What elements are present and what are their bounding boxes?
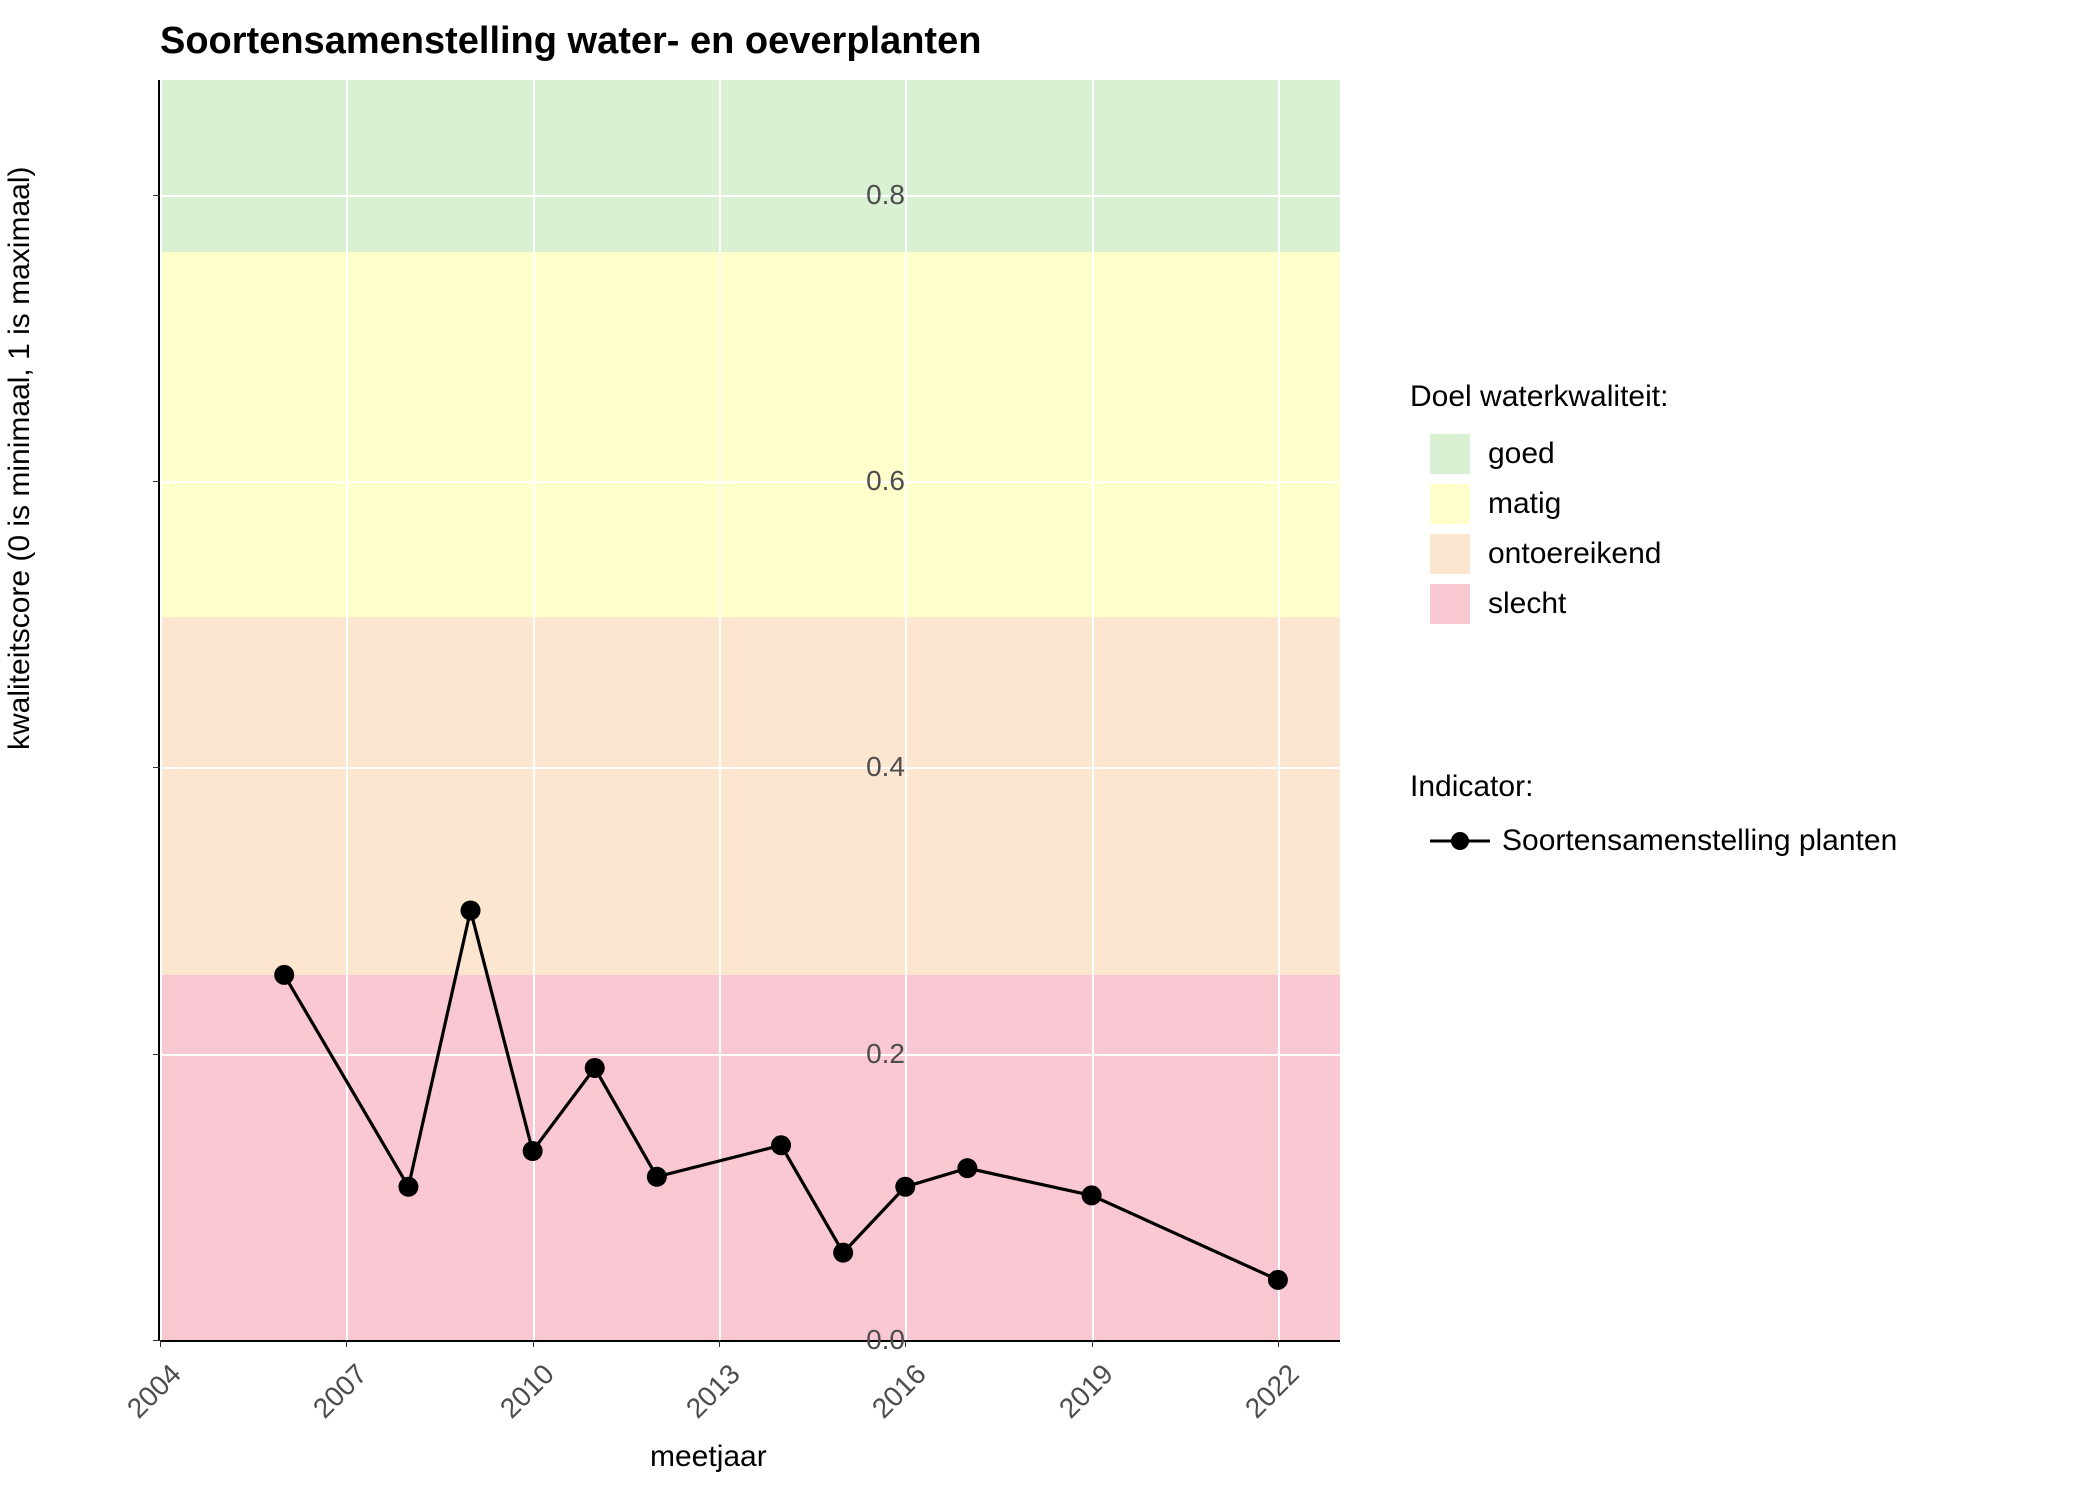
x-tick-mark bbox=[533, 1340, 534, 1347]
data-point bbox=[833, 1243, 853, 1263]
x-tick-mark bbox=[1278, 1340, 1279, 1347]
y-tick-label: 0.0 bbox=[805, 1324, 905, 1356]
chart-container: Soortensamenstelling water- en oeverplan… bbox=[0, 0, 2100, 1500]
x-axis-label: meetjaar bbox=[650, 1440, 767, 1474]
legend-indicator: Indicator: Soortensamenstelling planten bbox=[1410, 770, 1897, 858]
data-point bbox=[461, 900, 481, 920]
x-tick-label: 2016 bbox=[840, 1358, 933, 1451]
legend-item-label: slecht bbox=[1488, 587, 1566, 621]
x-tick-mark bbox=[346, 1340, 347, 1347]
x-tick-mark bbox=[719, 1340, 720, 1347]
data-point bbox=[523, 1141, 543, 1161]
series-line bbox=[160, 80, 1340, 1340]
legend-line-point-icon bbox=[1430, 831, 1490, 851]
y-tick-label: 0.4 bbox=[805, 751, 905, 783]
y-tick-label: 0.2 bbox=[805, 1038, 905, 1070]
y-axis-label: kwaliteitscore (0 is minimaal, 1 is maxi… bbox=[3, 167, 37, 750]
legend-quality-item: goed bbox=[1410, 434, 1668, 474]
data-point bbox=[647, 1167, 667, 1187]
data-point bbox=[1082, 1185, 1102, 1205]
data-point bbox=[585, 1058, 605, 1078]
data-point bbox=[895, 1177, 915, 1197]
x-tick-label: 2022 bbox=[1212, 1358, 1305, 1451]
data-point bbox=[1268, 1270, 1288, 1290]
legend-item-label: goed bbox=[1488, 437, 1555, 471]
data-point bbox=[957, 1158, 977, 1178]
y-tick-mark bbox=[153, 767, 160, 768]
legend-item-label: matig bbox=[1488, 487, 1561, 521]
data-point bbox=[771, 1135, 791, 1155]
x-tick-mark bbox=[160, 1340, 161, 1347]
y-tick-label: 0.8 bbox=[805, 179, 905, 211]
legend-item-label: ontoereikend bbox=[1488, 537, 1661, 571]
y-tick-mark bbox=[153, 1054, 160, 1055]
legend-quality-title: Doel waterkwaliteit: bbox=[1410, 380, 1668, 414]
x-tick-label: 2007 bbox=[281, 1358, 374, 1451]
legend-quality-item: ontoereikend bbox=[1410, 534, 1668, 574]
x-tick-label: 2004 bbox=[94, 1358, 187, 1451]
legend-indicator-title: Indicator: bbox=[1410, 770, 1897, 804]
y-axis-line bbox=[158, 80, 160, 1340]
legend-item-label: Soortensamenstelling planten bbox=[1502, 824, 1897, 858]
x-tick-mark bbox=[1092, 1340, 1093, 1347]
y-tick-mark bbox=[153, 195, 160, 196]
legend-quality-item: matig bbox=[1410, 484, 1668, 524]
legend-swatch bbox=[1430, 584, 1470, 624]
data-point bbox=[274, 965, 294, 985]
x-tick-mark bbox=[905, 1340, 906, 1347]
plot-area bbox=[160, 80, 1340, 1340]
legend-swatch bbox=[1430, 534, 1470, 574]
x-tick-label: 2019 bbox=[1026, 1358, 1119, 1451]
data-point bbox=[398, 1177, 418, 1197]
x-axis-line bbox=[160, 1340, 1340, 1342]
legend-quality-item: slecht bbox=[1410, 584, 1668, 624]
legend-quality: Doel waterkwaliteit: goed matig ontoereike… bbox=[1410, 380, 1668, 634]
x-tick-label: 2010 bbox=[467, 1358, 560, 1451]
legend-swatch bbox=[1430, 484, 1470, 524]
legend-indicator-item: Soortensamenstelling planten bbox=[1430, 824, 1897, 858]
chart-title: Soortensamenstelling water- en oeverplan… bbox=[160, 20, 981, 63]
y-tick-mark bbox=[153, 1340, 160, 1341]
y-tick-label: 0.6 bbox=[805, 465, 905, 497]
y-tick-mark bbox=[153, 481, 160, 482]
legend-swatch bbox=[1430, 434, 1470, 474]
x-tick-label: 2013 bbox=[653, 1358, 746, 1451]
